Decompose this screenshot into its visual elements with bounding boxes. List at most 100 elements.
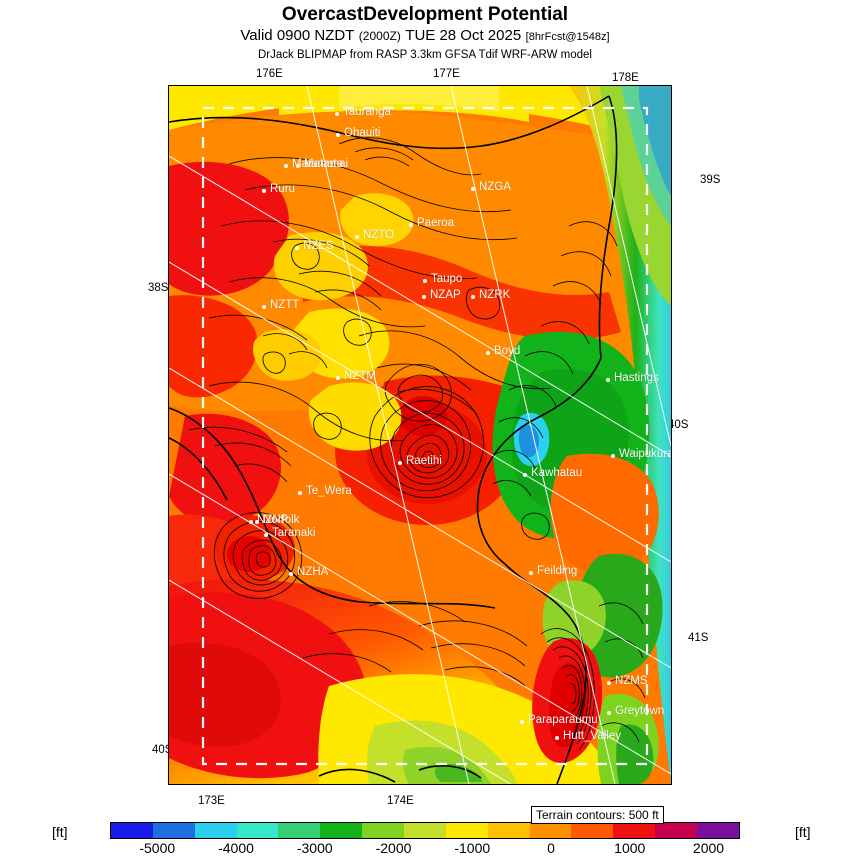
- city-label: Taranaki: [272, 527, 316, 539]
- latitude-tick-3: 40S: [668, 419, 689, 431]
- colorbar-unit-right: [ft]: [795, 824, 811, 840]
- colorbar-tick-1000: 1000: [614, 840, 646, 856]
- city-label: NZNP: [257, 514, 289, 526]
- longitude-tick-3: 173E: [198, 795, 225, 807]
- longitude-tick-4: 174E: [387, 795, 414, 807]
- city-marker-dot: [471, 295, 475, 299]
- city-label: Boyd: [494, 345, 521, 357]
- city-marker-dot: [298, 491, 302, 495]
- latitude-tick-5: 40S: [152, 744, 173, 756]
- city-marker-dot: [335, 112, 339, 116]
- colorbar-swatch-9: [487, 823, 530, 838]
- weather-map[interactable]: Tauranga Ohauiti Matamata Matamai Ruru NZGA Pa…: [168, 85, 672, 785]
- colorbar-swatch-13: [655, 823, 698, 838]
- colorbar-legend: [ft] [ft] -5000 -4000 -3000 -2000 -1000 0 1000…: [0, 822, 850, 860]
- city-marker-dot: [296, 164, 300, 168]
- city-marker-dot: [523, 473, 527, 477]
- city-label: NZAP: [430, 289, 461, 301]
- colorbar-swatch-5: [320, 823, 363, 838]
- city-label: Waipukurau: [619, 448, 671, 460]
- valid-time: Valid 0900 NZDT: [240, 27, 355, 44]
- colorbar-swatch-7: [404, 823, 446, 838]
- city-marker-dot: [607, 711, 611, 715]
- model-description: DrJack BLIPMAP from RASP 3.3km GFSA Tdif…: [257, 49, 592, 61]
- colorbar-swatch-10: [529, 823, 572, 838]
- colorbar-tick--1000: -1000: [454, 840, 491, 856]
- city-marker-dot: [611, 454, 615, 458]
- longitude-tick-1: 177E: [433, 68, 460, 80]
- city-marker-dot: [606, 378, 610, 382]
- colorbar-tick--4000: -4000: [218, 840, 254, 856]
- city-label: Te_Wera: [306, 485, 352, 497]
- city-label: NZES: [303, 240, 334, 252]
- city-label: Kawhatau: [531, 467, 583, 479]
- city-marker-dot: [520, 720, 524, 724]
- valid-time-zulu: (2000Z): [358, 29, 401, 43]
- city-marker-dot: [262, 189, 266, 193]
- colorbar-swatch-3: [236, 823, 279, 838]
- forecast-tag: [8hrFcst@1548z]: [525, 31, 610, 43]
- city-label: Feilding: [537, 565, 578, 577]
- city-marker-dot: [289, 572, 293, 576]
- city-label: Matamai: [304, 158, 349, 170]
- city-label: Tauranga: [343, 106, 391, 118]
- terrain-contour-note: Terrain contours: 500 ft: [531, 806, 664, 824]
- city-label: Paraparaumu: [528, 714, 598, 726]
- city-marker-dot: [255, 520, 259, 524]
- city-label: Ruru: [270, 183, 295, 195]
- city-marker-dot: [486, 351, 490, 355]
- colorbar-swatches: [110, 822, 740, 839]
- valid-time-line: Valid 0900 NZDT (2000Z) TUE 28 Oct 2025 …: [0, 26, 850, 47]
- city-label: NZGA: [479, 181, 511, 193]
- city-marker-dot: [336, 133, 340, 137]
- page-title: OvercastDevelopment Potential: [281, 4, 569, 25]
- city-marker-dot: [423, 279, 427, 283]
- colorbar-swatch-2: [194, 823, 237, 838]
- colorbar-swatch-11: [571, 823, 614, 838]
- latitude-tick-1: 38S: [148, 282, 169, 294]
- city-marker-dot: [284, 164, 288, 168]
- colorbar-swatch-0: [111, 823, 153, 838]
- city-marker-dot: [471, 187, 475, 191]
- city-marker-dot: [409, 223, 413, 227]
- city-marker-dot: [529, 571, 533, 575]
- title-block: OvercastDevelopment Potential Valid 0900…: [0, 4, 850, 63]
- city-marker-dot: [355, 235, 359, 239]
- city-label: NZTM: [344, 370, 376, 382]
- city-label: Raetihi: [406, 455, 442, 467]
- colorbar-swatch-6: [362, 823, 405, 838]
- colorbar-tick--3000: -3000: [296, 840, 333, 856]
- latitude-tick-4: 41S: [688, 632, 709, 644]
- city-label: Matamata: [292, 158, 344, 170]
- city-marker-dot: [295, 246, 299, 250]
- city-marker-dot: [336, 376, 340, 380]
- colorbar-swatch-14: [697, 823, 739, 838]
- colorbar-swatch-8: [445, 823, 488, 838]
- longitude-tick-2: 178E: [612, 72, 639, 84]
- city-label: NZRK: [479, 289, 511, 301]
- colorbar-swatch-4: [278, 823, 321, 838]
- colorbar-tick--5000: -5000: [139, 840, 176, 856]
- map-raster: [169, 86, 671, 784]
- city-marker-dot: [607, 681, 611, 685]
- city-label: Ohauiti: [344, 127, 381, 139]
- colorbar-swatch-12: [613, 823, 656, 838]
- city-label: Taupo: [431, 273, 463, 285]
- city-marker-dot: [422, 295, 426, 299]
- city-marker-dot: [249, 520, 253, 524]
- city-label: NZHA: [297, 566, 329, 578]
- city-label: Norfolk: [263, 514, 300, 526]
- city-marker-dot: [398, 461, 402, 465]
- colorbar-tick-2000: 2000: [692, 840, 725, 856]
- city-marker-dot: [264, 533, 268, 537]
- city-label: NZTT: [270, 299, 300, 311]
- longitude-tick-0: 176E: [256, 68, 283, 80]
- city-marker-dot: [555, 736, 559, 740]
- city-marker-dot: [262, 305, 266, 309]
- valid-date: TUE 28 Oct 2025: [405, 27, 522, 44]
- colorbar-swatch-1: [152, 823, 195, 838]
- colorbar-tick-0: 0: [547, 840, 555, 856]
- city-label: NZTO: [363, 229, 395, 241]
- colorbar-unit-left: [ft]: [52, 824, 68, 840]
- city-label: Hutt_Valley: [563, 730, 621, 742]
